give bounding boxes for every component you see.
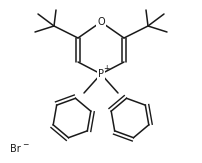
Text: +: + (103, 64, 110, 73)
Text: P: P (98, 69, 104, 79)
Text: O: O (97, 17, 105, 27)
Text: −: − (22, 141, 28, 149)
Text: Br: Br (10, 144, 21, 154)
